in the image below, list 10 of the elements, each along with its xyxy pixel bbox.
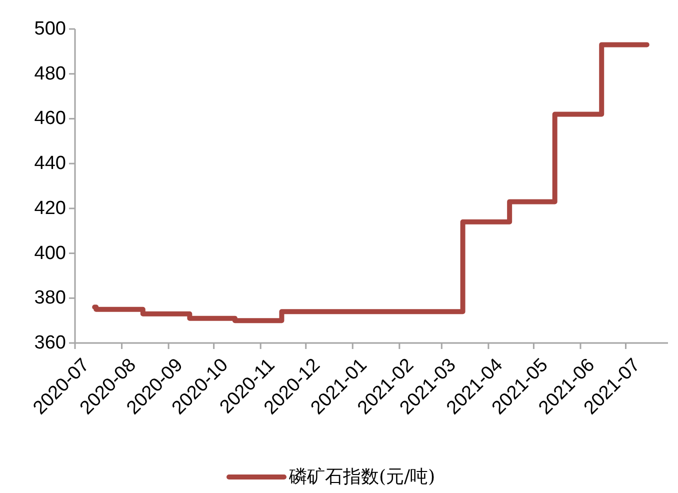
legend-label: 磷矿石指数(元/吨) xyxy=(288,466,436,488)
y-tick-label: 360 xyxy=(34,332,66,354)
y-tick-label: 400 xyxy=(34,242,66,264)
y-tick-label: 460 xyxy=(34,108,66,130)
y-tick-label: 480 xyxy=(34,63,66,84)
y-tick-label: 500 xyxy=(34,18,66,40)
y-tick-label: 380 xyxy=(34,288,66,309)
legend: 磷矿石指数(元/吨) xyxy=(226,466,436,488)
y-tick-label: 420 xyxy=(34,198,66,219)
y-tick-label: 440 xyxy=(34,153,66,174)
